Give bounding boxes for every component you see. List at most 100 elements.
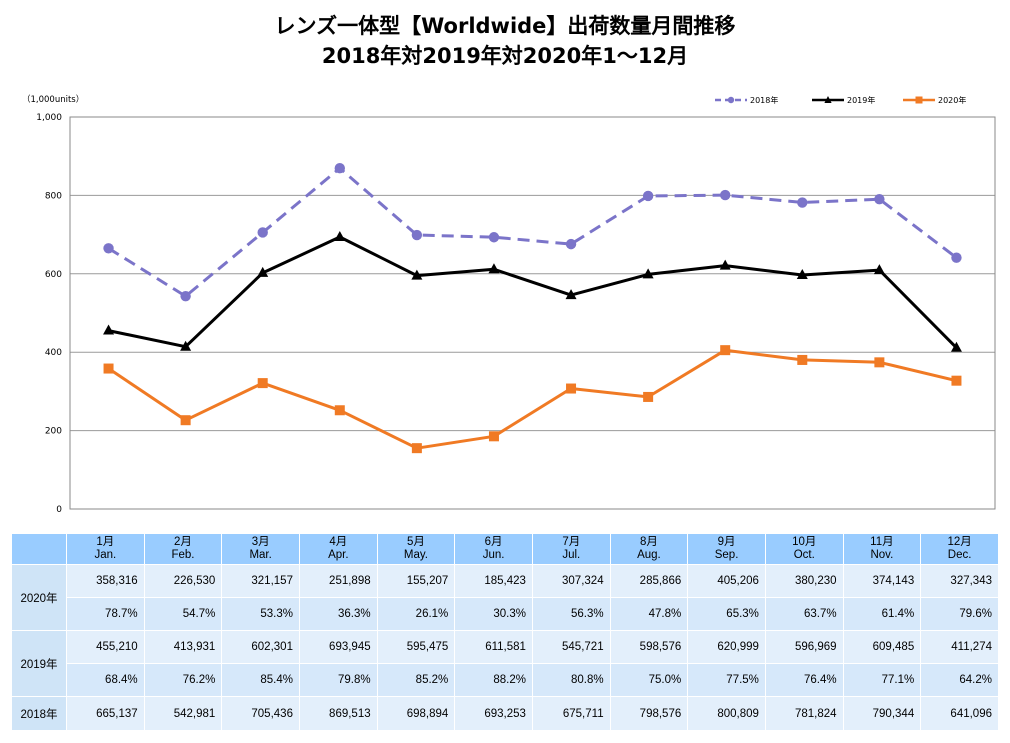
month-header-row: 1月 Jan. 2月 Feb. 3月 Mar. 4月 Apr. 5月 May. 6月 Jun. 7月 Ju… — [11, 533, 999, 565]
month-en: Nov. — [870, 549, 894, 561]
units-cell: 185,423 — [454, 564, 533, 598]
month-en: May. — [403, 549, 428, 561]
month-jp: 3月 — [251, 536, 270, 548]
percent-cell: 68.4% — [66, 663, 145, 697]
chart-title-line1: レンズ一体型【Worldwide】出荷数量月間推移 — [274, 14, 736, 38]
data-point — [488, 232, 500, 243]
units-cell: 705,436 — [221, 696, 300, 731]
units-cell: 455,210 — [66, 630, 145, 664]
data-point — [797, 354, 808, 365]
month-en: Jul. — [562, 549, 581, 561]
month-en: Feb. — [171, 549, 195, 561]
month-en: Apr. — [328, 549, 349, 561]
data-point — [642, 268, 654, 279]
table-corner — [11, 533, 67, 565]
data-point — [257, 227, 268, 238]
data-point — [334, 162, 345, 174]
y-tick-label: 400 — [45, 348, 62, 358]
month-jp: 5月 — [407, 536, 425, 548]
data-point — [411, 443, 422, 454]
units-cell: 380,230 — [764, 564, 844, 598]
data-point — [411, 229, 423, 241]
table-row-percent: 68.4% 76.2% 85.4% 79.8% 85.2% 88.2% 80.8% 75.0%… — [12, 663, 999, 697]
month-header: 7月 Jul. — [531, 533, 611, 565]
legend-marker — [727, 96, 735, 104]
units-cell: 226,530 — [143, 564, 223, 598]
month-jp: 7月 — [562, 536, 581, 548]
month-header: 6月 Jun. — [454, 533, 533, 565]
table-row-units: 2018年 665,137 542,981 705,436 869,513 698,894… — [11, 696, 999, 731]
units-cell: 675,711 — [531, 696, 611, 731]
y-tick-label: 600 — [45, 270, 62, 280]
data-point — [103, 243, 114, 254]
percent-cell: 75.0% — [609, 663, 689, 697]
data-point — [180, 290, 191, 302]
y-unit-label: （1,000units） — [22, 94, 84, 105]
units-cell: 545,721 — [531, 630, 611, 664]
percent-cell: 53.3% — [221, 597, 300, 631]
month-en: Aug. — [637, 549, 661, 561]
data-point — [488, 431, 499, 442]
month-jp: 4月 — [329, 536, 348, 548]
percent-cell: 26.1% — [376, 597, 456, 631]
chart-title-line2: 2018年対2019年対2020年1～12月 — [321, 44, 689, 68]
percent-cell: 85.2% — [376, 663, 456, 697]
units-cell: 413,931 — [143, 630, 223, 664]
units-cell: 869,513 — [298, 696, 378, 731]
table-body: 2020年 358,316 226,530 321,157 251,898 155,207… — [11, 564, 999, 731]
units-cell: 620,999 — [687, 630, 766, 664]
data-point — [565, 238, 577, 250]
month-header: 11月 Nov. — [842, 533, 922, 565]
data-point — [720, 189, 731, 201]
units-cell: 602,301 — [221, 630, 300, 664]
y-tick-label: 1,000 — [36, 113, 62, 123]
month-header: 8月 Aug. — [609, 533, 689, 565]
data-point — [797, 197, 808, 208]
y-tick-label: 200 — [45, 427, 62, 437]
percent-cell: 65.3% — [687, 597, 766, 631]
month-jp: 12月 — [947, 536, 972, 548]
data-point — [566, 383, 577, 394]
percent-cell: 64.2% — [920, 663, 999, 697]
percent-cell: 78.7% — [66, 597, 145, 631]
percent-cell: 79.6% — [920, 597, 999, 631]
units-cell: 251,898 — [298, 564, 378, 598]
percent-cell: 76.2% — [143, 663, 223, 697]
month-header: 5月 May. — [376, 533, 456, 565]
units-cell: 693,253 — [454, 696, 533, 731]
data-point — [643, 391, 654, 402]
units-cell: 307,324 — [531, 564, 611, 598]
units-cell: 327,343 — [920, 564, 999, 598]
units-cell: 358,316 — [66, 564, 145, 598]
data-point — [719, 259, 731, 270]
percent-cell: 61.4% — [842, 597, 922, 631]
percent-cell: 56.3% — [531, 597, 611, 631]
data-point — [642, 190, 654, 202]
data-point — [257, 266, 269, 277]
month-en: Jun. — [482, 549, 505, 561]
data-point — [720, 345, 731, 356]
percent-cell: 36.3% — [298, 597, 378, 631]
data-point — [334, 230, 346, 241]
units-cell: 611,581 — [454, 630, 533, 664]
units-cell: 411,274 — [920, 630, 999, 664]
units-cell: 321,157 — [221, 564, 300, 598]
month-jp: 10月 — [792, 536, 817, 548]
data-point — [257, 378, 268, 389]
data-point — [103, 363, 114, 374]
units-cell: 781,824 — [764, 696, 844, 731]
percent-cell: 77.5% — [687, 663, 766, 697]
units-cell: 542,981 — [143, 696, 223, 731]
legend-label: 2020年 — [938, 95, 966, 105]
legend-label: 2019年 — [847, 95, 875, 105]
month-header: 2月 Feb. — [143, 533, 223, 565]
y-tick-label: 800 — [45, 191, 62, 201]
month-header: 12月 Dec. — [920, 533, 999, 565]
month-en: Dec. — [947, 549, 972, 561]
month-header: 3月 Mar. — [221, 533, 300, 565]
data-point — [951, 375, 962, 386]
month-en: Sep. — [714, 549, 739, 561]
units-cell: 595,475 — [376, 630, 456, 664]
data-point — [565, 289, 577, 300]
percent-cell: 80.8% — [531, 663, 611, 697]
